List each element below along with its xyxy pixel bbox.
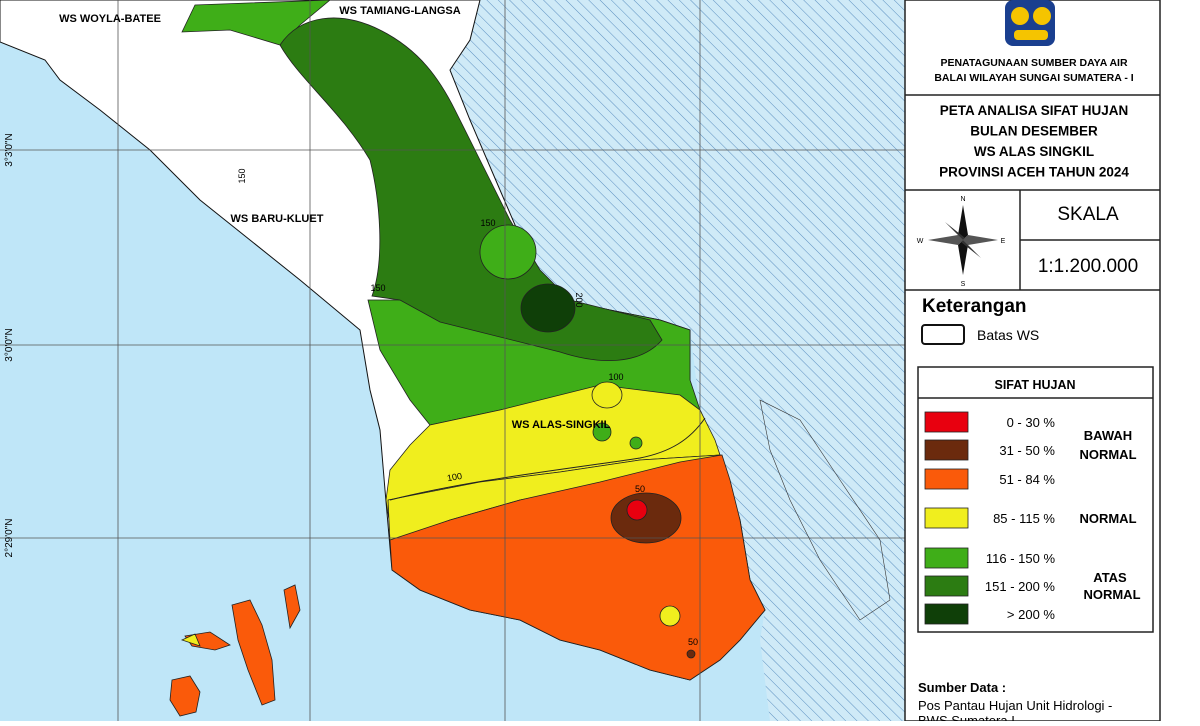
rain-zone: [283, 584, 301, 630]
legend-swatch: [924, 411, 969, 433]
boundary-label: Batas WS: [977, 327, 1039, 343]
contour-label: 150: [370, 283, 385, 293]
region-label: WS WOYLA-BATEE: [59, 13, 161, 25]
legend-swatch: [924, 575, 969, 597]
rain-zone: [659, 605, 681, 627]
legend-group: NORMAL: [1083, 587, 1140, 602]
rain-zone: [169, 675, 201, 717]
rain-zone: [592, 422, 612, 442]
legend-group: BAWAH: [1084, 428, 1132, 443]
rain-zone: [279, 17, 663, 361]
legend-label: 85 - 115 %: [993, 511, 1055, 526]
map-frame: WS WOYLA-BATEE WS TAMIANG-LANGSA WS BARU-K…: [0, 0, 905, 721]
rain-zone: [591, 381, 623, 409]
legend-title: SIFAT HUJAN: [994, 378, 1075, 392]
compass-letter: E: [1001, 238, 1006, 245]
region-label: WS BARU-KLUET: [231, 213, 324, 225]
source-text: BWS Sumatera I: [918, 713, 1015, 721]
legend-label: 0 - 30 %: [1007, 415, 1056, 430]
map-title: WS ALAS SINGKIL: [974, 144, 1094, 159]
contour-label: 50: [688, 637, 698, 647]
panel-dividers: [905, 94, 1160, 291]
rain-zone: [629, 436, 643, 450]
contour-label: 100: [608, 372, 623, 382]
compass-letter: S: [961, 281, 966, 288]
map-title: BULAN DESEMBER: [970, 124, 1098, 139]
rain-zone: [479, 224, 537, 280]
contour-label: 200: [574, 292, 584, 307]
agency-name: BALAI WILAYAH SUNGAI SUMATERA - I: [934, 72, 1133, 84]
legend-group: ATAS: [1093, 570, 1127, 585]
agency-name: PENATAGUNAAN SUMBER DAYA AIR: [940, 57, 1127, 69]
rain-zone: [520, 283, 576, 333]
legend-group: NORMAL: [1079, 511, 1136, 526]
legend-swatch: [924, 468, 969, 490]
source-heading: Sumber Data :: [918, 680, 1006, 695]
panel-content: PENATAGUNAAN SUMBER DAYA AIR BALAI WILAYA…: [917, 57, 1141, 726]
latitude-label: 2°29'0"N: [4, 519, 15, 558]
contour-label: 100: [446, 471, 463, 483]
map-title: PETA ANALISA SIFAT HUJAN: [940, 103, 1129, 118]
legend-label: 116 - 150 %: [986, 551, 1056, 566]
compass-letter: N: [960, 196, 965, 203]
legend-swatch: [924, 439, 969, 461]
legend-label: 151 - 200 %: [985, 579, 1056, 594]
source-text: Pos Pantau Hujan Unit Hidrologi -: [918, 698, 1112, 713]
rain-zone: [231, 599, 276, 706]
graticule: [0, 0, 905, 721]
contour-label: 150: [480, 218, 495, 228]
hatched-island: [759, 399, 891, 621]
hatched-land: [450, 0, 905, 721]
legend-label: 31 - 50 %: [999, 443, 1055, 458]
legend-group: NORMAL: [1079, 447, 1136, 462]
boundary-swatch: [921, 324, 965, 345]
rain-zone: [180, 633, 201, 647]
compass-letter: W: [917, 238, 924, 245]
legend-swatch: [924, 603, 969, 625]
logo: [1005, 0, 1055, 46]
contour-label: 150: [237, 168, 247, 183]
legend-label: 51 - 84 %: [999, 472, 1055, 487]
rain-zone: [686, 649, 696, 659]
legend-label: > 200 %: [1007, 607, 1056, 622]
legend-swatch: [924, 547, 969, 569]
latitude-label: 3°3'0"N: [4, 133, 15, 166]
rain-regions: [169, 0, 766, 717]
latitude-label: 3°0'0"N: [4, 328, 15, 361]
region-label: WS ALAS-SINGKIL: [512, 419, 611, 431]
contour-line: [389, 417, 706, 501]
compass-rose: [928, 205, 998, 275]
region-label: WS TAMIANG-LANGSA: [339, 5, 460, 17]
rain-zone: [181, 0, 331, 46]
scale-value: 1:1.200.000: [1038, 256, 1138, 277]
legend-swatch: [924, 507, 969, 529]
legend-heading: Keterangan: [922, 296, 1027, 317]
map-labels: WS WOYLA-BATEE WS TAMIANG-LANGSA WS BARU-K…: [4, 5, 698, 647]
contour-label: 50: [635, 484, 645, 494]
rain-zone: [626, 499, 648, 521]
map-title: PROVINSI ACEH TAHUN 2024: [939, 165, 1129, 180]
scale-heading: SKALA: [1057, 204, 1119, 225]
rain-zone: [610, 492, 682, 544]
